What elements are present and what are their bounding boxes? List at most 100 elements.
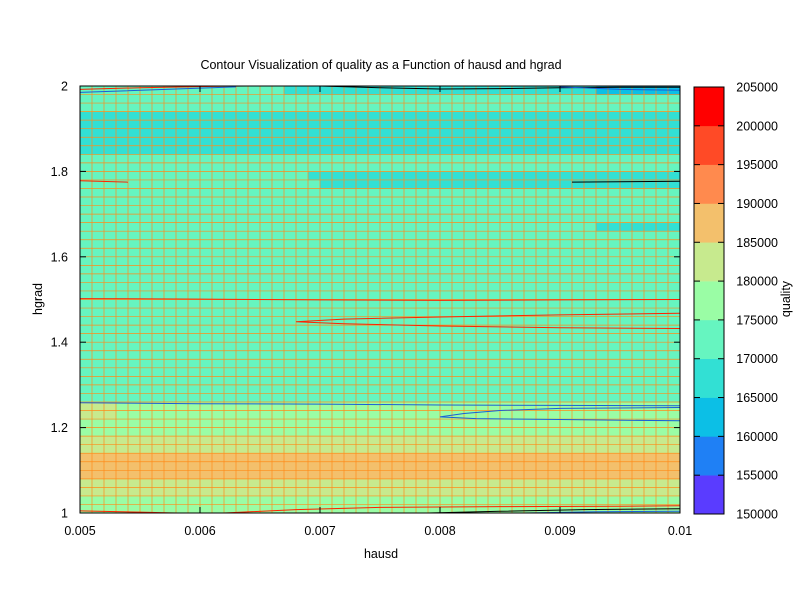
heatmap-cell — [536, 171, 549, 181]
heatmap-cell — [596, 222, 609, 232]
heatmap-cell — [200, 197, 213, 206]
heatmap-cell — [188, 359, 201, 369]
heatmap-cell — [116, 222, 129, 232]
heatmap-cell — [644, 137, 657, 147]
heatmap-cell — [500, 111, 513, 121]
heatmap-cell — [92, 495, 105, 505]
heatmap-cell — [536, 256, 549, 266]
heatmap-cell — [428, 316, 441, 326]
heatmap-cell — [320, 401, 333, 411]
heatmap-cell — [200, 350, 213, 360]
heatmap-cell — [632, 231, 645, 241]
heatmap-cell — [572, 214, 585, 224]
heatmap-cell — [608, 154, 621, 164]
heatmap-cell — [488, 401, 501, 411]
heatmap-cell — [440, 470, 453, 480]
heatmap-cell — [572, 179, 585, 189]
heatmap-cell — [80, 137, 93, 147]
heatmap-cell — [488, 461, 501, 471]
heatmap-cell — [320, 103, 333, 113]
heatmap-cell — [320, 128, 333, 138]
heatmap-cell — [116, 350, 129, 360]
heatmap-cell — [404, 410, 417, 420]
heatmap-cell — [200, 111, 213, 121]
heatmap-cell — [296, 410, 309, 420]
heatmap-cell — [164, 86, 177, 95]
heatmap-cell — [668, 231, 681, 241]
heatmap-cell — [260, 478, 273, 488]
heatmap-cell — [104, 504, 117, 514]
heatmap-cell — [236, 111, 249, 121]
heatmap-cell — [392, 231, 405, 241]
heatmap-cell — [476, 333, 489, 343]
heatmap-cell — [632, 478, 645, 488]
heatmap-cell — [92, 316, 105, 326]
heatmap-cell — [248, 401, 261, 411]
heatmap-cell — [284, 384, 297, 394]
heatmap-cell — [452, 188, 465, 198]
heatmap-cell — [212, 188, 225, 198]
heatmap-cell — [488, 436, 501, 446]
heatmap-cell — [200, 478, 213, 488]
heatmap-cell — [548, 86, 561, 95]
heatmap-cell — [428, 248, 441, 258]
heatmap-cell — [260, 145, 273, 155]
heatmap-cell — [224, 128, 237, 138]
heatmap-cell — [272, 299, 285, 309]
heatmap-cell — [104, 154, 117, 164]
heatmap-cell — [488, 367, 501, 377]
heatmap-cell — [392, 325, 405, 335]
heatmap-cell — [512, 461, 525, 471]
heatmap-cell — [140, 179, 153, 189]
heatmap-cell — [380, 325, 393, 335]
heatmap-cell — [332, 86, 345, 95]
heatmap-cell — [200, 154, 213, 164]
heatmap-cell — [416, 393, 429, 403]
heatmap-cell — [464, 273, 477, 283]
heatmap-cell — [236, 410, 249, 420]
heatmap-cell — [584, 487, 597, 497]
heatmap-cell — [92, 384, 105, 394]
heatmap-cell — [536, 325, 549, 335]
heatmap-cell — [356, 145, 369, 155]
heatmap-cell — [500, 325, 513, 335]
heatmap-cell — [260, 367, 273, 377]
heatmap-cell — [272, 214, 285, 224]
heatmap-cell — [524, 120, 537, 130]
heatmap-cell — [464, 419, 477, 428]
heatmap-cell — [356, 265, 369, 275]
heatmap-cell — [392, 162, 405, 172]
heatmap-cell — [80, 273, 93, 283]
heatmap-cell — [596, 103, 609, 113]
heatmap-cell — [320, 137, 333, 147]
heatmap-cell — [224, 410, 237, 420]
heatmap-cell — [188, 495, 201, 505]
heatmap-cell — [524, 461, 537, 471]
heatmap-cell — [452, 308, 465, 317]
heatmap-cell — [92, 401, 105, 411]
heatmap-cell — [224, 495, 237, 505]
heatmap-cell — [140, 256, 153, 266]
heatmap-cell — [236, 86, 249, 95]
colorbar-band — [694, 397, 724, 437]
heatmap-cell — [80, 384, 93, 394]
heatmap-cell — [152, 273, 165, 283]
heatmap-cell — [584, 256, 597, 266]
heatmap-cell — [284, 162, 297, 172]
heatmap-cell — [452, 461, 465, 471]
heatmap-cell — [476, 419, 489, 428]
heatmap-cell — [104, 444, 117, 454]
heatmap-cell — [80, 333, 93, 343]
heatmap-cell — [524, 359, 537, 369]
x-tick-label: 0.005 — [64, 524, 95, 538]
heatmap-cell — [416, 308, 429, 317]
heatmap-cell — [560, 290, 573, 300]
heatmap-cell — [524, 197, 537, 206]
heatmap-cell — [188, 145, 201, 155]
heatmap-cell — [248, 427, 261, 437]
heatmap-cell — [332, 333, 345, 343]
heatmap-cell — [128, 214, 141, 224]
heatmap-cell — [176, 145, 189, 155]
heatmap-cell — [464, 325, 477, 335]
heatmap-cell — [344, 350, 357, 360]
